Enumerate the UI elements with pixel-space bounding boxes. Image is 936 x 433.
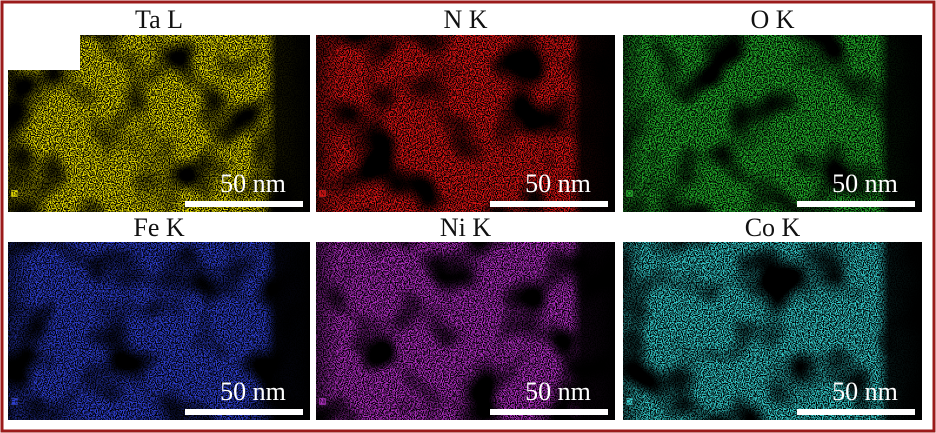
panel-title: Co K — [745, 213, 801, 242]
panel-title: Ni K — [440, 213, 492, 242]
scale-bar — [797, 201, 915, 207]
element-panel: N K N 50 nm — [316, 5, 615, 212]
corner-label: Ni — [320, 400, 326, 406]
scale-bar-label: 50 nm — [525, 377, 591, 406]
scale-bar-label: 50 nm — [832, 377, 898, 406]
corner-label-box — [10, 397, 19, 406]
panel-title: O K — [750, 5, 794, 34]
scale-bar-label: 50 nm — [220, 377, 286, 406]
map-edge — [316, 242, 615, 420]
element-panel: Ni K Ni 50 nm — [316, 213, 615, 420]
map-edge — [8, 242, 310, 420]
corner-label-box — [625, 189, 634, 198]
map-edge — [623, 35, 922, 212]
element-panel: Fe K Fe 50 nm — [8, 213, 310, 420]
scale-bar — [797, 409, 915, 415]
element-panel: Co K Co 50 nm — [623, 213, 922, 420]
scale-bar — [490, 201, 608, 207]
panel-title: N K — [443, 5, 487, 34]
corner-label: N — [320, 192, 324, 198]
corner-label-box — [10, 189, 19, 198]
scale-bar — [185, 409, 303, 415]
scale-bar-label: 50 nm — [832, 169, 898, 198]
scale-bar — [490, 409, 608, 415]
panel-grid: Ta L Ta 50 nm N K N 50 nm O K O 50 nm Fe K Fe 50 nm… — [8, 5, 922, 420]
corner-label: Co — [626, 400, 634, 406]
corner-label: O — [627, 192, 632, 198]
map-edge — [623, 242, 922, 420]
corner-label-box — [625, 397, 634, 406]
element-panel: O K O 50 nm — [623, 5, 922, 212]
map-edge — [316, 35, 615, 212]
corner-label-box — [318, 397, 327, 406]
blank-patch — [8, 35, 80, 70]
scale-bar-label: 50 nm — [220, 169, 286, 198]
scale-bar-label: 50 nm — [525, 169, 591, 198]
element-panel: Ta L Ta 50 nm — [8, 5, 310, 212]
corner-label-box — [318, 189, 327, 198]
panel-title: Fe K — [133, 213, 185, 242]
corner-label: Ta — [11, 192, 18, 198]
scale-bar — [185, 201, 303, 207]
corner-label: Fe — [11, 400, 19, 406]
panel-title: Ta L — [135, 5, 183, 34]
